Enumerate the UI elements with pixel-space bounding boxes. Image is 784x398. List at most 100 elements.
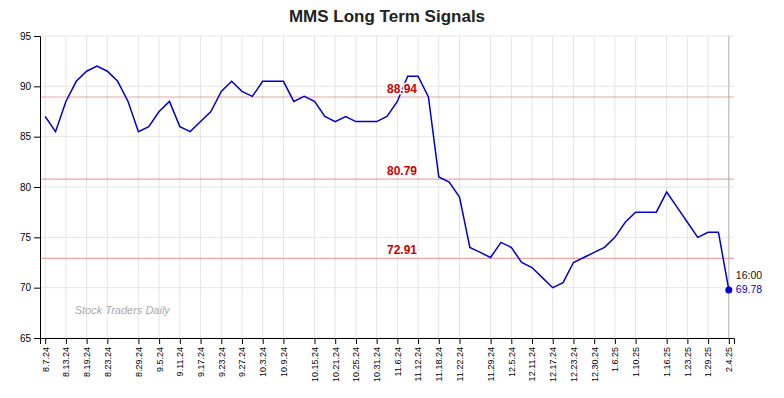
tick-label: 1.29.25 [703, 347, 713, 377]
tick-label: 12.17.24 [548, 347, 558, 382]
tick-label: 1.6.25 [610, 347, 620, 372]
x-tick: 8.23.24 [103, 338, 113, 377]
tick-label: 90 [20, 81, 32, 92]
x-tick: 11.29.24 [486, 338, 496, 381]
tick-label: 10.21.24 [331, 347, 341, 382]
tick-mark [34, 137, 40, 138]
x-tick: 1.29.25 [703, 338, 713, 377]
grid-line [708, 36, 709, 338]
x-tick: 10.3.24 [258, 338, 268, 377]
x-tick: 12.23.24 [569, 338, 579, 382]
tick-label: 11.12.24 [413, 347, 423, 381]
tick-label: 1.10.25 [631, 347, 641, 377]
annotation: 16:00 [736, 269, 762, 281]
tick-mark [34, 237, 40, 238]
tick-label: 11.29.24 [486, 347, 496, 381]
grid-line [159, 36, 160, 338]
tick-label: 8.29.24 [134, 347, 144, 377]
y-tick: 95 [20, 31, 40, 42]
tick-mark [34, 187, 40, 188]
tick-mark [532, 338, 533, 344]
x-tick: 11.12.24 [413, 338, 423, 381]
tick-label: 11.6.24 [393, 347, 403, 376]
tick-mark [439, 338, 440, 344]
grid-line [86, 36, 87, 338]
x-tick: 11.22.24 [455, 338, 465, 381]
y-tick: 90 [20, 81, 40, 92]
x-tick: 1.23.25 [683, 338, 693, 377]
tick-mark [573, 338, 574, 344]
grid-line [490, 36, 491, 338]
tick-mark [397, 338, 398, 344]
x-axis: 8.7.248.13.248.19.248.23.248.29.249.5.24… [41, 338, 735, 382]
x-tick: 10.9.24 [279, 338, 289, 377]
x-tick: 12.5.24 [507, 338, 517, 377]
tick-label: 11.22.24 [455, 347, 465, 381]
tick-mark [242, 338, 243, 344]
grid-line [40, 36, 734, 37]
tick-label: 10.25.24 [351, 347, 361, 382]
tick-label: 65 [20, 333, 32, 344]
tick-mark [553, 338, 554, 344]
x-tick: 1.6.25 [610, 338, 620, 372]
tick-label: 80 [20, 182, 32, 193]
line [45, 66, 729, 290]
x-tick: 10.21.24 [331, 338, 341, 382]
grid-line [573, 36, 574, 338]
last-point [725, 286, 732, 293]
y-tick: 65 [20, 333, 40, 344]
tick-mark [34, 338, 40, 339]
grid-line [459, 36, 460, 338]
grid-line [107, 36, 108, 338]
tick-label: 11.18.24 [434, 347, 444, 381]
grid-line [687, 36, 688, 338]
grid-line [594, 36, 595, 338]
tick-mark [201, 338, 202, 344]
x-tick: 10.31.24 [372, 338, 382, 382]
grid-line [552, 36, 553, 338]
tick-mark [34, 288, 40, 289]
tick-mark [418, 338, 419, 344]
annotation: 69.78 [736, 283, 762, 295]
grid-line [40, 136, 734, 137]
y-tick: 85 [20, 131, 40, 142]
tick-mark [335, 338, 336, 344]
x-tick: 12.17.24 [548, 338, 558, 382]
reference-label: 80.79 [387, 164, 417, 178]
grid-line [65, 36, 66, 338]
axis-line [41, 339, 735, 345]
grid-line [138, 36, 139, 338]
tick-label: 8.13.24 [61, 347, 71, 377]
grid-line [40, 187, 734, 188]
title: MMS Long Term Signals [289, 7, 485, 26]
x-tick: 11.18.24 [434, 338, 444, 381]
tick-label: 10.31.24 [372, 347, 382, 382]
x-tick: 10.25.24 [351, 338, 361, 382]
tick-label: 95 [20, 31, 32, 42]
tick-mark [66, 338, 67, 344]
tick-mark [615, 338, 616, 344]
x-tick: 8.29.24 [134, 338, 144, 377]
tick-mark [263, 338, 264, 344]
tick-label: 12.11.24 [527, 347, 537, 381]
x-tick: 11.6.24 [393, 338, 403, 376]
tick-label: 9.17.24 [196, 347, 206, 377]
tick-label: 2.4.25 [724, 347, 734, 372]
tick-mark [314, 338, 315, 344]
grid-line [179, 36, 180, 338]
y-tick: 70 [20, 282, 40, 293]
tick-mark [34, 86, 40, 87]
tick-label: 1.23.25 [683, 347, 693, 377]
tick-mark [729, 338, 730, 344]
tick-mark [138, 338, 139, 344]
tick-mark [45, 338, 46, 344]
grid-line [335, 36, 336, 338]
grid-line [438, 36, 439, 338]
tick-label: 85 [20, 131, 32, 142]
tick-label: 9.27.24 [237, 347, 247, 377]
grid-line [532, 36, 533, 338]
grid-line [614, 36, 615, 338]
x-tick: 9.11.24 [175, 338, 185, 376]
grid-line [355, 36, 356, 338]
x-tick: 10.15.24 [310, 338, 320, 382]
